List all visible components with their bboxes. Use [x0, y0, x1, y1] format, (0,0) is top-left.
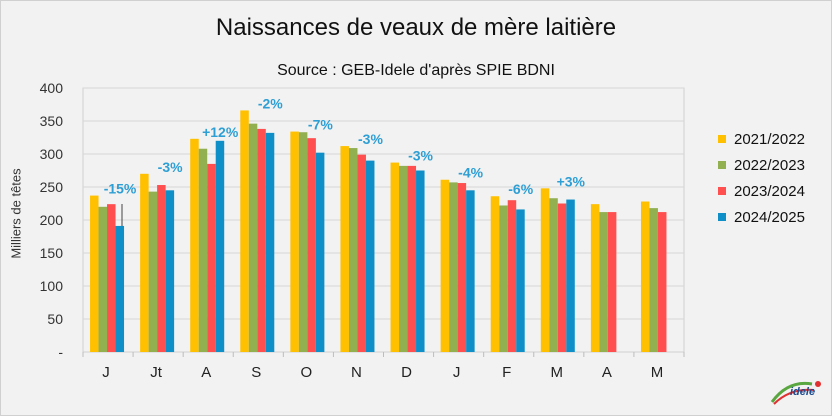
bar [115, 225, 125, 352]
x-tick-label: J [102, 364, 110, 381]
bar [540, 188, 550, 352]
bar [107, 204, 116, 352]
bar [357, 154, 366, 352]
y-tick-label: 300 [40, 146, 64, 162]
x-tick-label: Jt [150, 364, 163, 381]
bar [257, 128, 266, 352]
idele-logo: idele [768, 372, 828, 410]
bar [165, 190, 175, 352]
y-tick-label: 400 [40, 80, 64, 96]
bar [466, 190, 475, 352]
x-tick-label: O [301, 364, 313, 381]
y-tick-label: 150 [40, 245, 64, 261]
bar [215, 140, 225, 352]
x-tick-label: N [351, 364, 362, 381]
legend-swatch [718, 161, 726, 169]
annotation-label: -4% [458, 165, 483, 181]
chart-subtitle: Source : GEB-Idele d'après SPIE BDNI [277, 62, 555, 79]
bar [490, 196, 500, 352]
x-tick-label: D [401, 364, 412, 381]
bar [348, 148, 358, 352]
annotation-label: +12% [202, 124, 239, 140]
x-tick-label: S [251, 364, 261, 381]
bar [148, 191, 158, 352]
bar [507, 200, 517, 352]
legend-item: 2022/2023 [718, 152, 805, 178]
legend-item: 2023/2024 [718, 178, 805, 204]
bar [365, 160, 375, 352]
legend-label: 2022/2023 [734, 156, 805, 174]
bar [599, 212, 608, 352]
bar [657, 212, 667, 352]
bar [307, 138, 316, 352]
bar [416, 170, 425, 352]
legend-item: 2024/2025 [718, 204, 805, 230]
y-tick-label: - [58, 344, 63, 360]
bar [407, 165, 417, 352]
bar [248, 123, 258, 352]
annotation-label: -2% [258, 95, 283, 111]
annotation-label: -3% [358, 131, 383, 147]
bar [649, 208, 658, 352]
legend-swatch [718, 187, 726, 195]
bar [590, 204, 600, 352]
bar [190, 138, 199, 352]
bar [607, 212, 617, 352]
y-tick-label: 200 [40, 212, 64, 228]
y-tick-label: 50 [47, 311, 63, 327]
x-tick-label: A [201, 364, 211, 381]
x-tick-label: M [651, 364, 664, 381]
annotation-label: -15% [104, 181, 137, 197]
bar [557, 203, 567, 352]
x-tick-label: J [453, 364, 461, 381]
bar [449, 182, 458, 352]
bar [265, 132, 275, 352]
bar [290, 131, 299, 352]
logo-text: idele [790, 386, 816, 398]
y-tick-label: 350 [40, 113, 64, 129]
bar [440, 179, 450, 352]
bar [399, 165, 408, 352]
annotation-label: -3% [158, 159, 183, 175]
legend-label: 2023/2024 [734, 182, 805, 200]
legend-label: 2024/2025 [734, 208, 805, 226]
bar [198, 148, 208, 352]
annotation-label: -6% [508, 181, 533, 197]
bar [157, 185, 166, 352]
x-tick-label: A [602, 364, 612, 381]
bar [390, 162, 400, 352]
bar [98, 206, 108, 352]
bar [340, 146, 349, 352]
bar [207, 163, 216, 352]
legend-swatch [718, 213, 726, 221]
x-tick-label: F [502, 364, 511, 381]
bar [315, 152, 325, 352]
chart-title: Naissances de veaux de mère laitière [215, 14, 617, 41]
bar [566, 199, 575, 352]
annotation-label: +3% [557, 173, 586, 189]
legend-item: 2021/2022 [718, 126, 805, 152]
bar [90, 195, 99, 352]
legend: 2021/2022 2022/2023 2023/2024 2024/2025 [718, 126, 805, 230]
legend-swatch [718, 135, 726, 143]
bar [298, 132, 308, 352]
x-tick-label: M [551, 364, 564, 381]
bar [516, 209, 525, 352]
bar [240, 110, 249, 352]
bar [549, 198, 558, 352]
annotation-label: -3% [408, 148, 433, 164]
y-tick-label: 100 [40, 278, 64, 294]
y-tick-label: 250 [40, 179, 64, 195]
idele-logo-icon [770, 381, 821, 405]
legend-label: 2021/2022 [734, 130, 805, 148]
bar [640, 201, 650, 352]
bar [457, 183, 467, 352]
annotation-label: -7% [308, 117, 333, 133]
bar [140, 173, 149, 352]
bar [499, 205, 508, 352]
